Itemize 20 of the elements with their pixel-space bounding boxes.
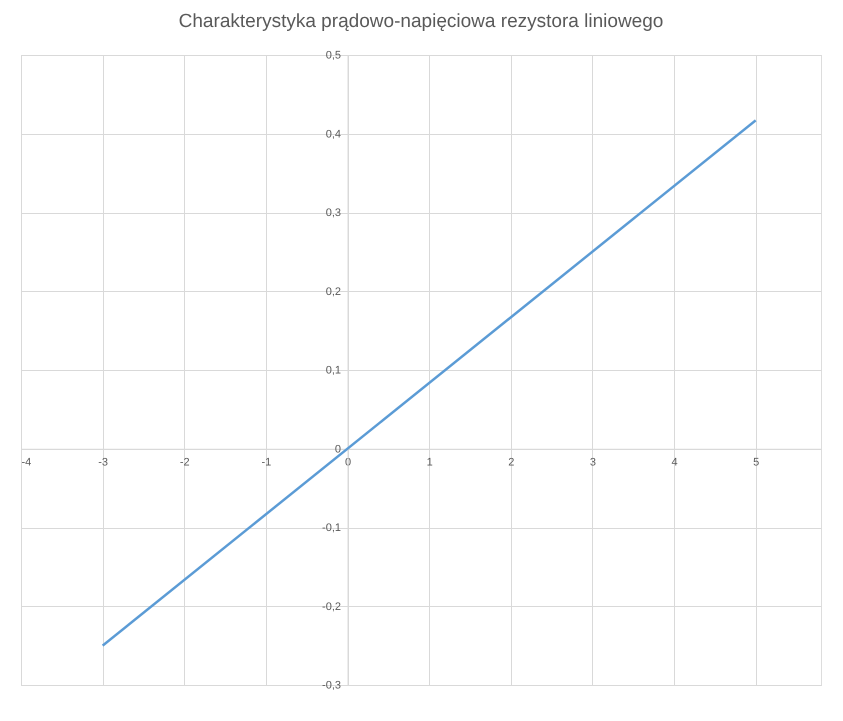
chart-title: Charakterystyka prądowo-napięciowa rezystora liniowego	[178, 11, 664, 32]
x-tick-label: 1	[426, 456, 433, 468]
y-tick-label: 0,4	[326, 128, 342, 140]
y-tick-label: -0,2	[322, 600, 342, 613]
x-tick-label: -1	[262, 456, 272, 468]
y-tick-label: 0,5	[326, 50, 342, 62]
x-tick-label: -3	[98, 456, 108, 468]
x-tick-label: 0	[344, 456, 352, 468]
x-tick-label: 2	[508, 456, 514, 468]
y-tick-label: 0,1	[326, 364, 342, 376]
y-tick-label: 0,2	[326, 286, 342, 298]
x-tick-label: -2	[180, 456, 190, 468]
x-tick-label: -4	[22, 456, 32, 468]
x-tick-label: 4	[672, 456, 678, 468]
y-tick-label: -0,1	[322, 522, 342, 534]
x-tick-label: 3	[590, 456, 596, 468]
y-tick-label: 0	[334, 443, 342, 456]
x-tick-label: 5	[753, 456, 760, 468]
y-tick-label: 0,3	[326, 207, 342, 219]
y-tick-label: -0,3	[322, 680, 342, 692]
